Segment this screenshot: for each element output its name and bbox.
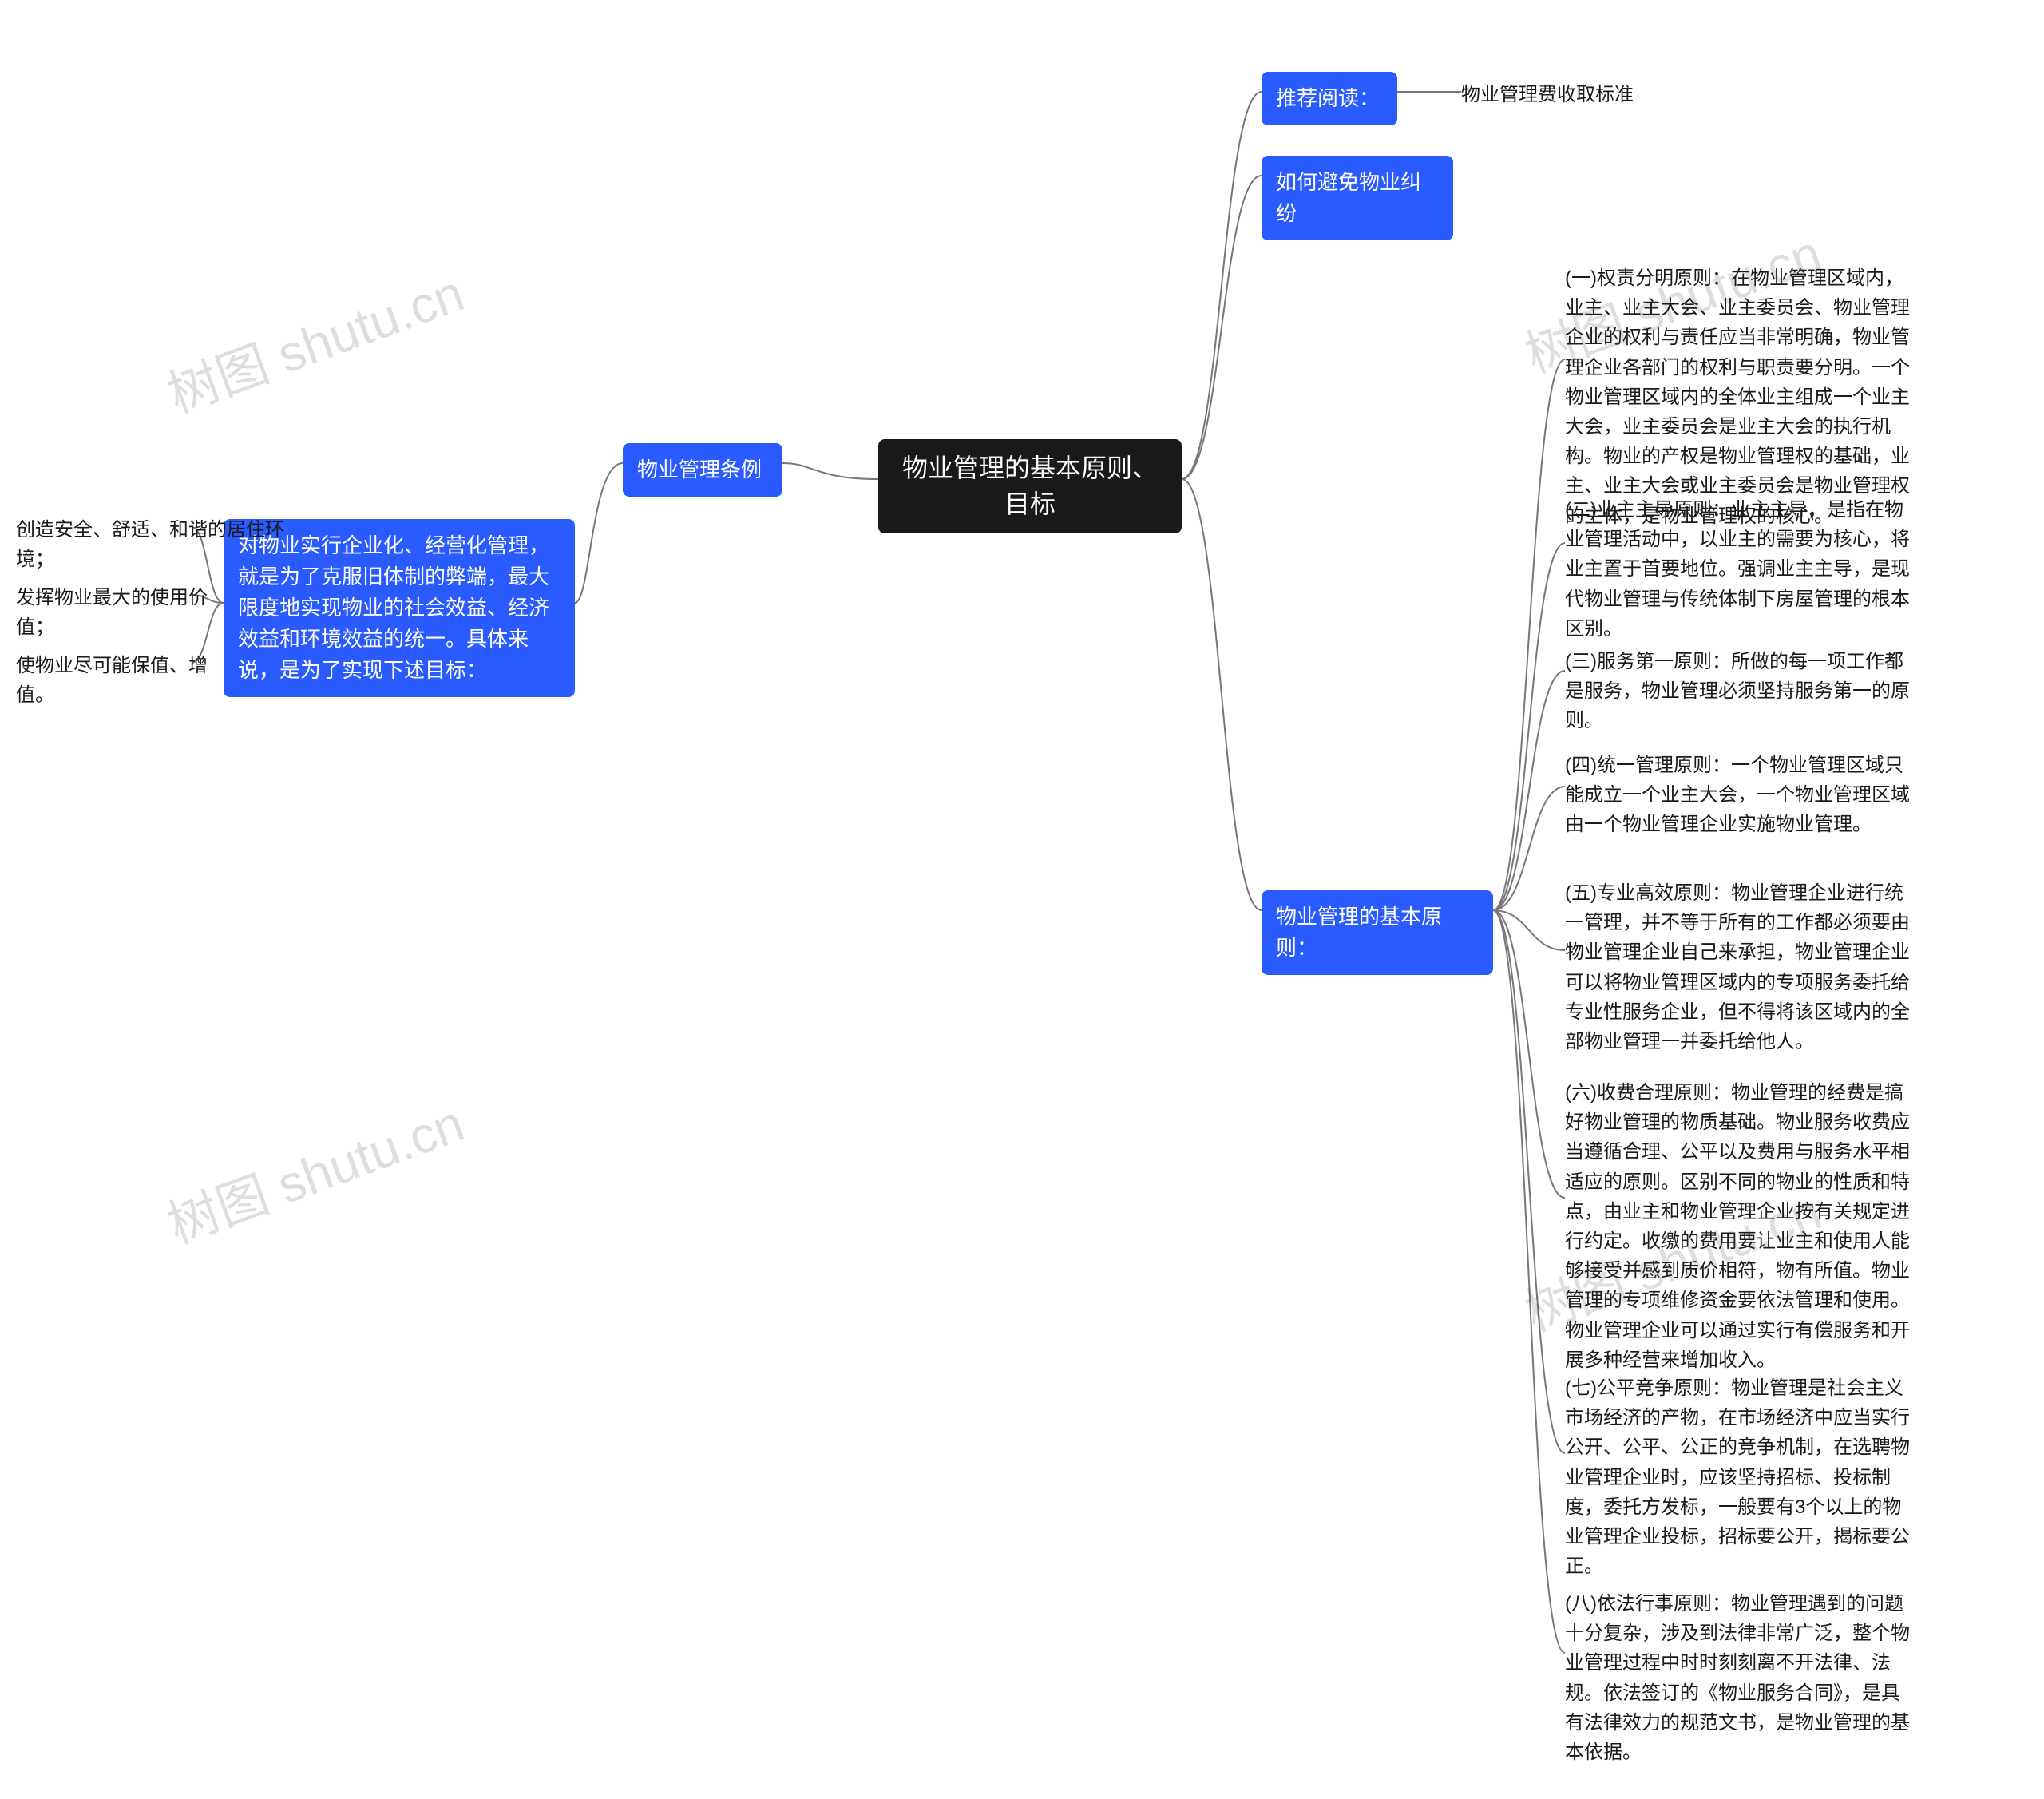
leaf-preserve: 使物业尽可能保值、增值。 bbox=[16, 651, 224, 710]
leaf-principle-1: (一)权责分明原则：在物业管理区域内，业主、业主大会、业主委员会、物业管理企业的… bbox=[1565, 264, 1916, 531]
leaf-principle-8: (八)依法行事原则：物业管理遇到的问题十分复杂，涉及到法律非常广泛，整个物业管理… bbox=[1565, 1589, 1916, 1767]
leaf-principle-7: (七)公平竞争原则：物业管理是社会主义市场经济的产物，在市场经济中应当实行公开、… bbox=[1565, 1373, 1916, 1581]
branch-avoid[interactable]: 如何避免物业纠纷 bbox=[1262, 156, 1453, 240]
watermark: 树图 shutu.cn bbox=[156, 1083, 473, 1258]
leaf-principle-2: (二)业主主导原则：业主主导，是指在物业管理活动中，以业主的需要为核心，将业主置… bbox=[1565, 495, 1916, 644]
leaf-env: 创造安全、舒适、和谐的居住环境； bbox=[16, 515, 299, 574]
branch-recommend[interactable]: 推荐阅读： bbox=[1262, 72, 1397, 125]
leaf-value: 发挥物业最大的使用价值； bbox=[16, 583, 224, 642]
leaf-principle-6: (六)收费合理原则：物业管理的经费是搞好物业管理的物质基础。物业服务收费应当遵循… bbox=[1565, 1078, 1916, 1375]
root-node: 物业管理的基本原则、目标 bbox=[878, 439, 1182, 533]
leaf-principle-4: (四)统一管理原则：一个物业管理区域只能成立一个业主大会，一个物业管理区域由一个… bbox=[1565, 751, 1916, 840]
leaf-fee-standard: 物业管理费收取标准 bbox=[1461, 80, 1661, 109]
branch-regulation[interactable]: 物业管理条例 bbox=[623, 443, 782, 497]
watermark: 树图 shutu.cn bbox=[156, 252, 473, 427]
branch-principles[interactable]: 物业管理的基本原则： bbox=[1262, 890, 1493, 975]
leaf-principle-5: (五)专业高效原则：物业管理企业进行统一管理，并不等于所有的工作都必须要由物业管… bbox=[1565, 878, 1916, 1056]
leaf-principle-3: (三)服务第一原则：所做的每一项工作都是服务，物业管理必须坚持服务第一的原则。 bbox=[1565, 647, 1916, 736]
